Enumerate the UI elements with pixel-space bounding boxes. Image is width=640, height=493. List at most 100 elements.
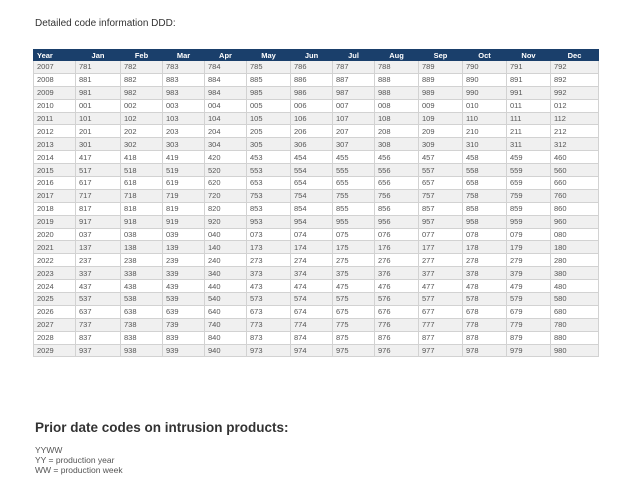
code-cell: 440 [204, 279, 247, 294]
code-cell: 455 [332, 150, 375, 165]
code-cell: 538 [120, 292, 163, 306]
code-cell: 780 [550, 317, 599, 332]
code-cell: 519 [162, 163, 205, 178]
code-cell: 239 [162, 253, 205, 268]
code-cell: 976 [374, 343, 419, 358]
code-cell: 984 [204, 85, 247, 100]
year-cell: 2019 [33, 214, 76, 229]
column-header-aug: Aug [374, 49, 419, 61]
table-row: 2014 417 418 419 420 453 454 455 456 457 458 459 460 [33, 150, 599, 165]
code-cell: 883 [162, 72, 205, 87]
code-cell: 553 [246, 163, 291, 178]
code-cell: 840 [204, 330, 247, 345]
code-cell: 339 [162, 266, 205, 281]
code-cell: 788 [374, 60, 419, 74]
code-cell: 660 [550, 176, 599, 190]
year-cell: 2010 [33, 98, 76, 113]
code-cell: 038 [120, 227, 163, 242]
code-cell: 857 [418, 201, 463, 216]
code-cell: 938 [120, 343, 163, 358]
code-cell: 837 [75, 330, 121, 345]
code-cell: 277 [418, 253, 463, 268]
code-cell: 889 [418, 72, 463, 87]
code-cell: 477 [418, 279, 463, 294]
code-cell: 040 [204, 227, 247, 242]
code-cell: 818 [120, 201, 163, 216]
column-header-jun: Jun [290, 49, 333, 61]
code-cell: 654 [290, 176, 333, 190]
code-cell: 208 [374, 124, 419, 139]
code-cell: 754 [290, 188, 333, 203]
code-cell: 920 [204, 214, 247, 229]
code-cell: 076 [374, 227, 419, 242]
code-cell: 784 [204, 60, 247, 74]
code-cell: 138 [120, 240, 163, 255]
year-cell: 2011 [33, 111, 76, 126]
code-cell: 110 [462, 111, 507, 126]
code-cell: 473 [246, 279, 291, 294]
table-row: 2022 237 238 239 240 273 274 275 276 277 278 279 280 [33, 253, 599, 268]
code-cell: 875 [332, 330, 375, 345]
code-cell: 676 [374, 304, 419, 319]
code-cell: 987 [332, 85, 375, 100]
code-cell: 459 [506, 150, 551, 165]
code-cell: 376 [374, 266, 419, 281]
code-cell: 238 [120, 253, 163, 268]
code-cell: 438 [120, 279, 163, 294]
year-cell: 2008 [33, 72, 76, 87]
code-cell: 104 [204, 111, 247, 126]
code-cell: 555 [332, 163, 375, 178]
code-cell: 575 [332, 292, 375, 306]
code-cell: 453 [246, 150, 291, 165]
code-cell: 620 [204, 176, 247, 190]
code-cell: 783 [162, 60, 205, 74]
code-cell: 881 [75, 72, 121, 87]
code-cell: 759 [506, 188, 551, 203]
code-cell: 077 [418, 227, 463, 242]
code-cell: 918 [120, 214, 163, 229]
code-cell: 012 [550, 98, 599, 113]
code-cell: 103 [162, 111, 205, 126]
year-cell: 2025 [33, 292, 76, 306]
column-header-sep: Sep [418, 49, 463, 61]
table-row: 2023 337 338 339 340 373 374 375 376 377 378 379 380 [33, 266, 599, 281]
code-cell: 977 [418, 343, 463, 358]
code-cell: 757 [418, 188, 463, 203]
year-cell: 2028 [33, 330, 76, 345]
code-cell: 378 [462, 266, 507, 281]
code-cell: 004 [204, 98, 247, 113]
code-cell: 007 [332, 98, 375, 113]
year-cell: 2027 [33, 317, 76, 332]
code-cell: 992 [550, 85, 599, 100]
table-row: 2028 837 838 839 840 873 874 875 876 877 878 879 880 [33, 330, 599, 345]
code-cell: 304 [204, 137, 247, 152]
table-row: 2025 537 538 539 540 573 574 575 576 577 578 579 580 [33, 292, 599, 306]
code-cell: 737 [75, 317, 121, 332]
code-cell: 237 [75, 253, 121, 268]
column-header-may: May [246, 49, 291, 61]
code-cell: 106 [290, 111, 333, 126]
column-header-year: Year [33, 49, 76, 61]
code-cell: 079 [506, 227, 551, 242]
code-cell: 039 [162, 227, 205, 242]
code-cell: 940 [204, 343, 247, 358]
code-cell: 312 [550, 137, 599, 152]
code-cell: 982 [120, 85, 163, 100]
column-header-jan: Jan [75, 49, 121, 61]
code-cell: 882 [120, 72, 163, 87]
code-cell: 856 [374, 201, 419, 216]
year-cell: 2018 [33, 201, 76, 216]
code-cell: 101 [75, 111, 121, 126]
code-cell: 559 [506, 163, 551, 178]
year-cell: 2020 [33, 227, 76, 242]
code-cell: 578 [462, 292, 507, 306]
code-cell: 556 [374, 163, 419, 178]
column-header-feb: Feb [120, 49, 163, 61]
code-cell: 302 [120, 137, 163, 152]
code-cell: 274 [290, 253, 333, 268]
table-row: 2012 201 202 203 204 205 206 207 208 209 210 211 212 [33, 124, 599, 139]
year-cell: 2026 [33, 304, 76, 319]
code-cell: 177 [418, 240, 463, 255]
code-cell: 891 [506, 72, 551, 87]
